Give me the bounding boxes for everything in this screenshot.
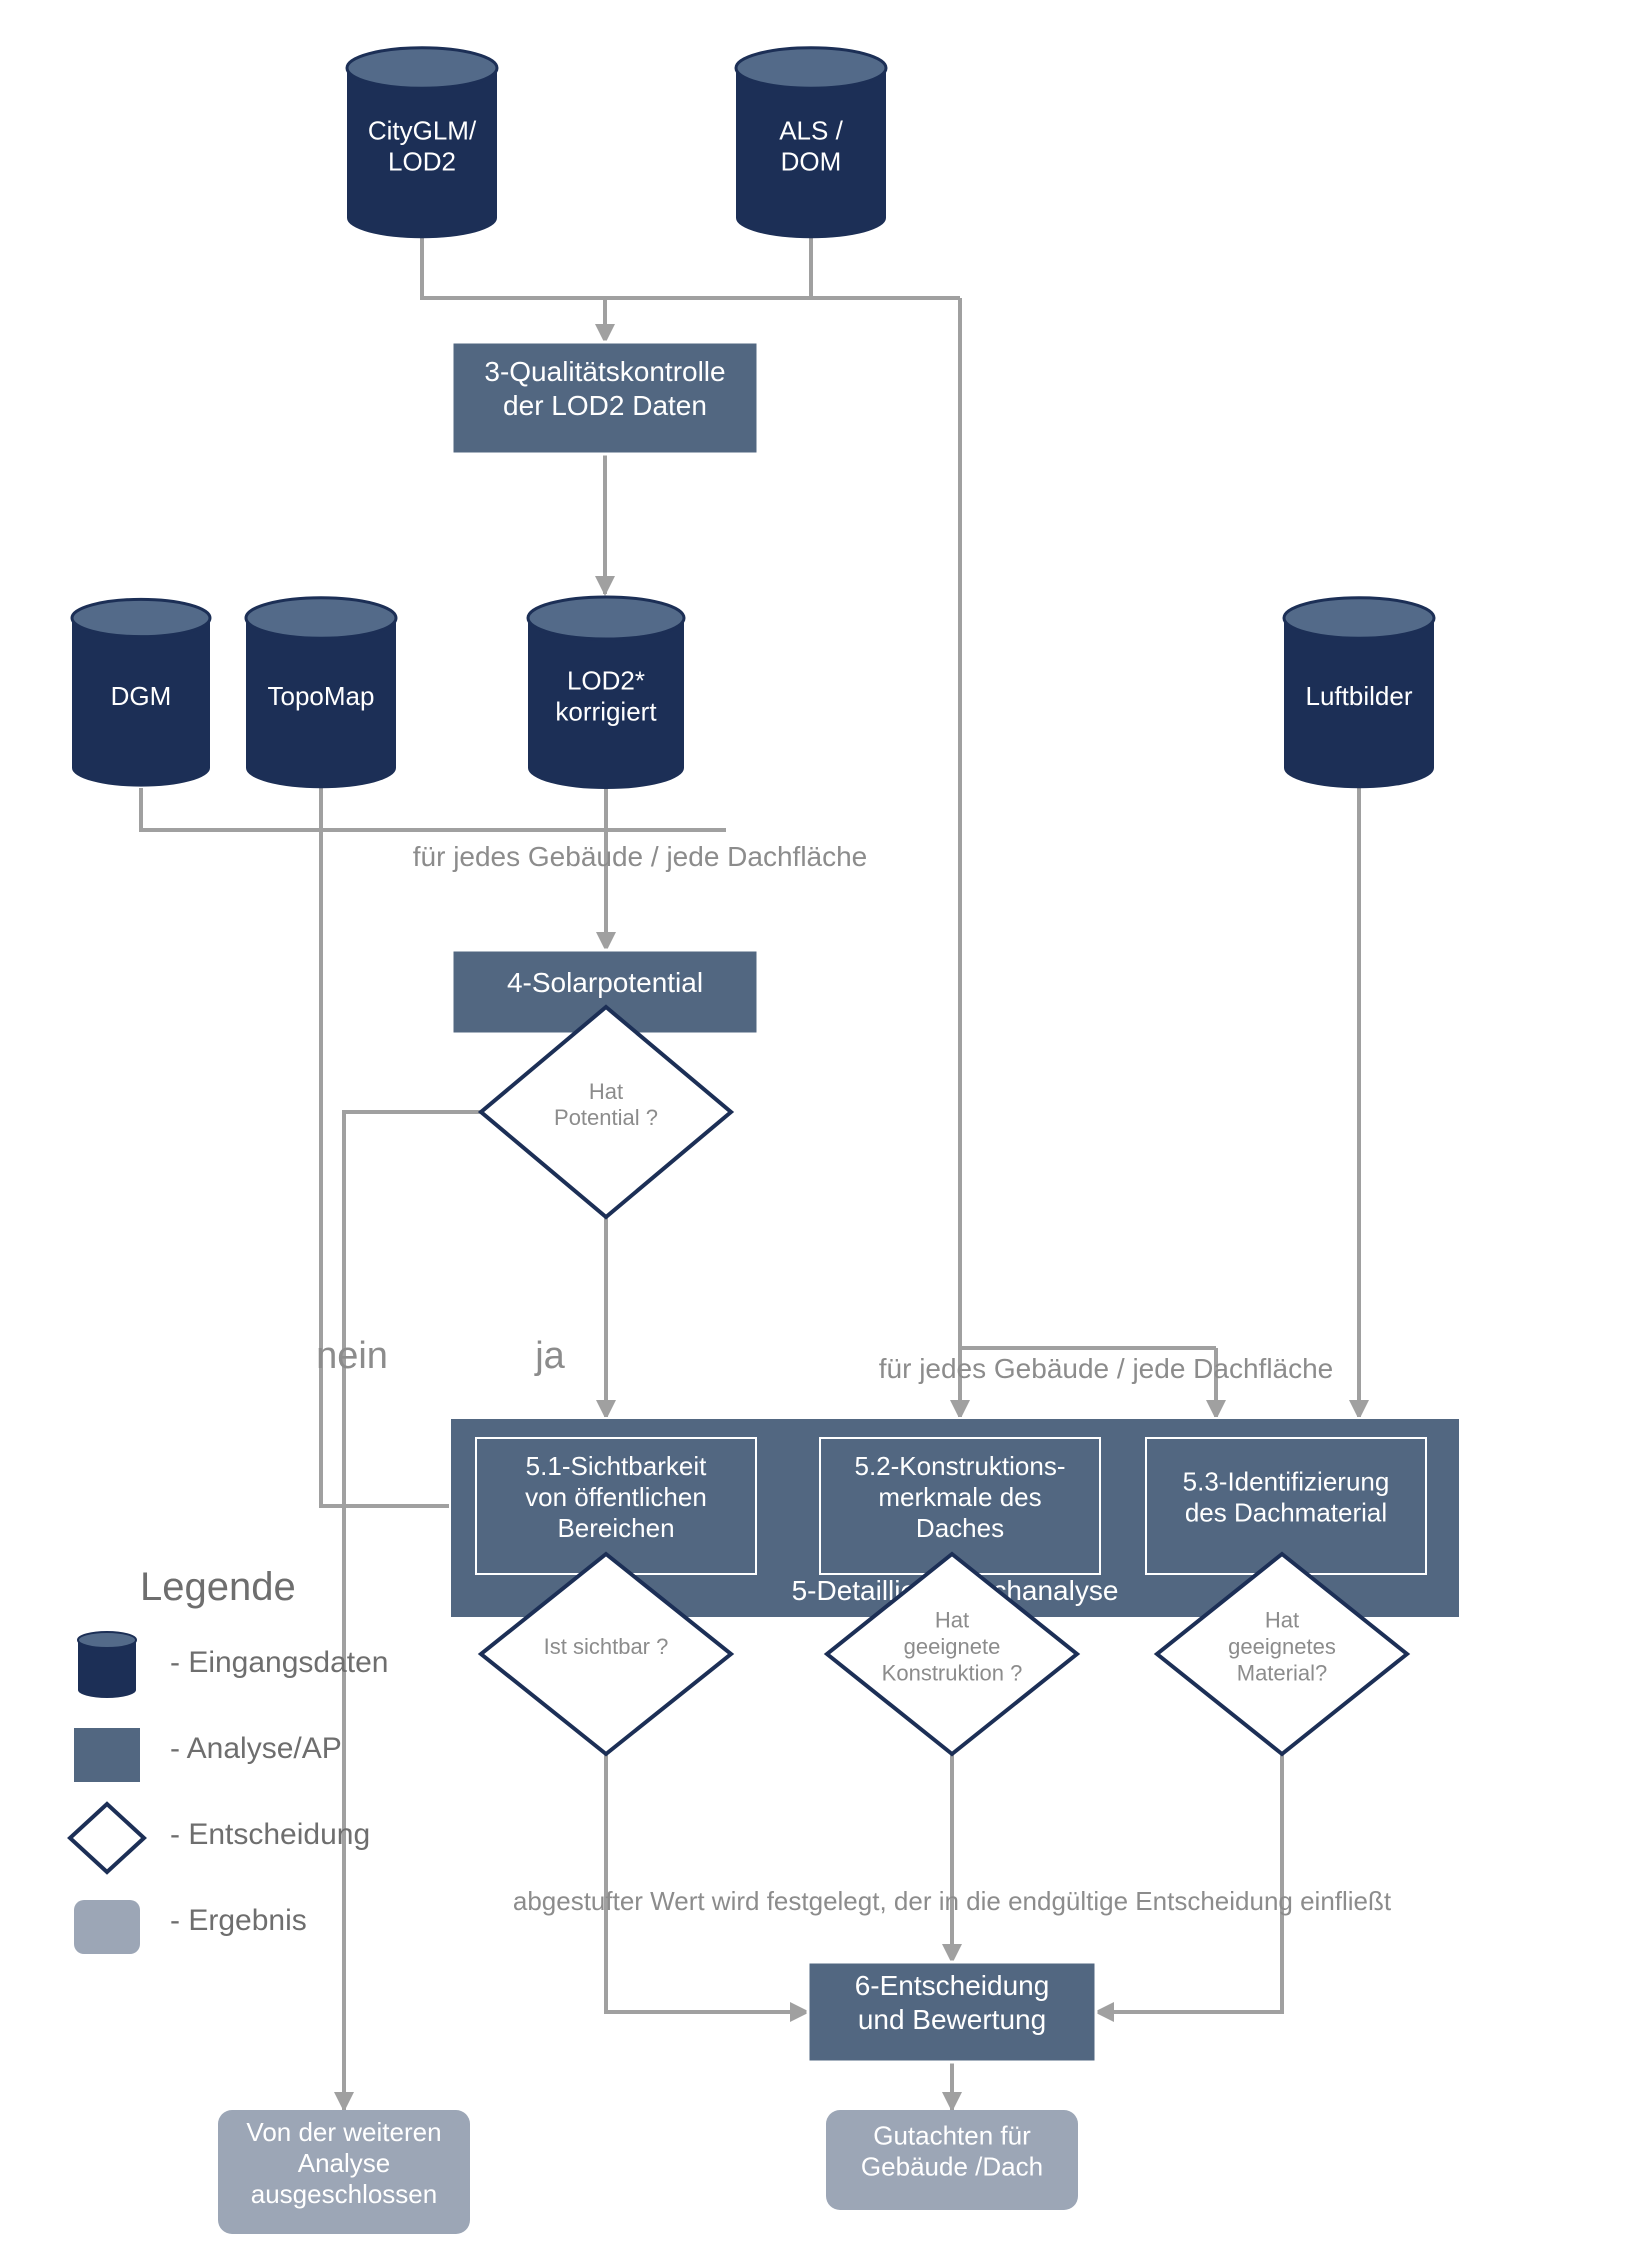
connector — [1096, 1754, 1282, 2012]
cylinder-label: DGM — [111, 681, 172, 711]
legend-item-label: - Eingangsdaten — [170, 1646, 389, 1679]
cylinder-label: LOD2*korrigiert — [555, 665, 657, 726]
legend-item-label: - Analyse/AP — [170, 1732, 342, 1765]
cylinder-label: Luftbilder — [1306, 681, 1413, 711]
connector — [422, 238, 605, 342]
connector — [607, 238, 811, 298]
legend-title: Legende — [140, 1565, 296, 1609]
result-label: Gutachten fürGebäude /Dach — [861, 2120, 1043, 2181]
annotation-nein: nein — [316, 1335, 388, 1377]
cylinder-label: TopoMap — [268, 681, 375, 711]
annotation-ja: ja — [534, 1335, 565, 1377]
subprocess-label: 5.3-Identifizierungdes Dachmaterial — [1183, 1466, 1390, 1527]
annotation-abgestuft: abgestufter Wert wird festgelegt, der in… — [513, 1886, 1392, 1916]
process-label: 4-Solarpotential — [507, 967, 703, 998]
flowchart-diagram: 5-Detaillierte DachanalyseCityGLM/LOD2AL… — [0, 0, 1631, 2249]
legend — [70, 1632, 144, 1954]
connector — [141, 788, 321, 830]
connector — [606, 1754, 808, 2012]
legend-item-label: - Entscheidung — [170, 1818, 370, 1851]
annotation-loop1: für jedes Gebäude / jede Dachfläche — [413, 841, 868, 872]
cylinder-label: ALS /DOM — [779, 115, 843, 176]
annotation-loop2: für jedes Gebäude / jede Dachfläche — [879, 1353, 1334, 1384]
legend-item-label: - Ergebnis — [170, 1904, 307, 1937]
connector — [606, 788, 726, 830]
decision-label: Ist sichtbar ? — [544, 1634, 669, 1659]
